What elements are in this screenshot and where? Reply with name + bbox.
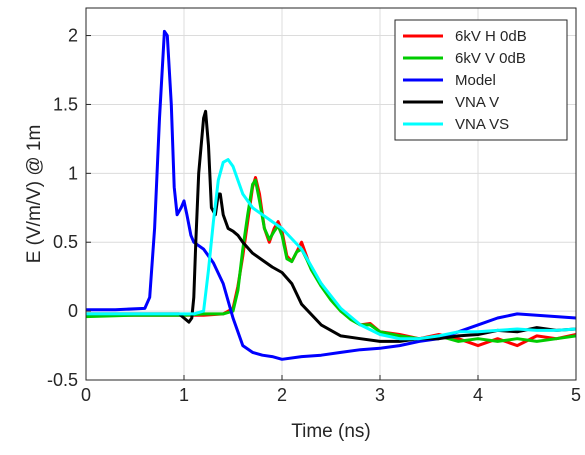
axis-ticks: 0 1 2 3 4 5-0.500.511.52	[47, 26, 581, 405]
series-line-4	[86, 158, 577, 341]
plot-frame	[85, 7, 577, 381]
legend-label: Model	[455, 72, 496, 89]
legend: 6kV H 0dB 6kV V 0dB Model VNA V VNA VS	[394, 19, 568, 141]
legend-label: 6kV V 0dB	[455, 50, 526, 67]
legend-label: VNA V	[455, 94, 499, 111]
x-axis-title: Time (ns)	[291, 421, 371, 442]
y-axis-title: E (V/m/V) @ 1m	[24, 125, 45, 264]
y-tick-label: 0.5	[53, 232, 78, 252]
y-tick-label: -0.5	[47, 370, 78, 390]
legend-label: VNA VS	[455, 116, 509, 133]
x-tick-label: 5	[571, 385, 581, 405]
legend-label: 6kV H 0dB	[455, 28, 527, 45]
x-tick-label: 0	[81, 385, 91, 405]
x-tick-label: 2	[277, 385, 287, 405]
x-tick-label: 4	[473, 385, 483, 405]
x-tick-label: 3	[375, 385, 385, 405]
y-tick-label: 2	[68, 26, 78, 46]
y-tick-label: 1	[68, 163, 78, 183]
y-tick-label: 1.5	[53, 94, 78, 114]
x-tick-label: 1	[179, 385, 189, 405]
series-layer	[85, 29, 577, 361]
y-tick-label: 0	[68, 301, 78, 321]
series-line-3	[86, 109, 577, 343]
